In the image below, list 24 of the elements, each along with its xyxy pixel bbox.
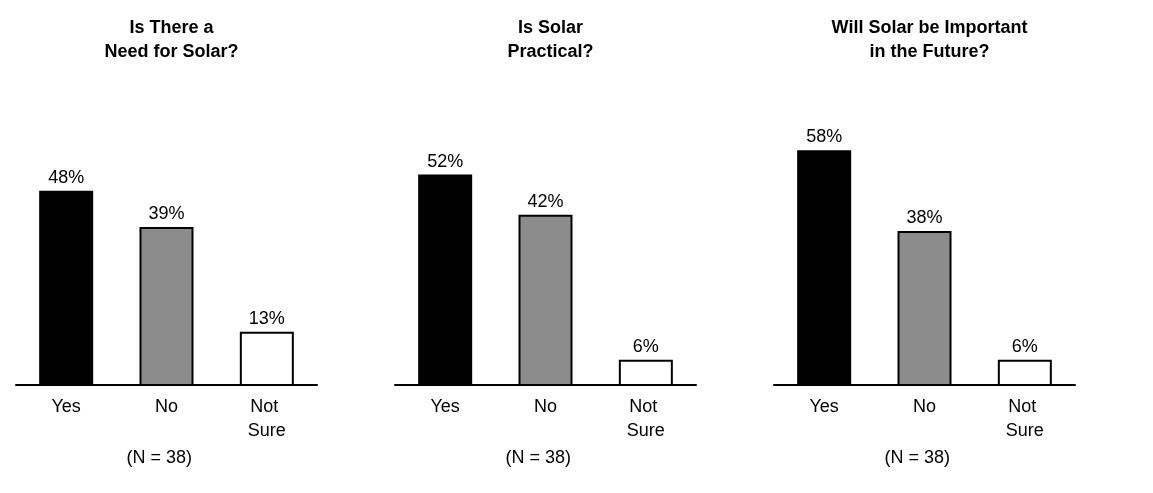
data-label: 6% — [632, 335, 659, 356]
x-tick-label: Yes — [51, 396, 81, 416]
text: (N = 38) — [126, 447, 193, 467]
x-tick-label: No — [533, 396, 558, 416]
x-tick-label: Not Sure — [247, 396, 286, 440]
chart-title: Will Solar be Important in the Future? — [831, 17, 1028, 61]
data-label: 48% — [48, 166, 85, 187]
x-tick-label: No — [154, 396, 179, 416]
text: (N = 38) — [884, 447, 951, 467]
data-label: 38% — [906, 206, 943, 227]
x-tick-label: Yes — [809, 396, 839, 416]
data-label: 13% — [248, 307, 285, 328]
x-tick-label: Not Sure — [1005, 396, 1044, 440]
x-tick-label: No — [912, 396, 937, 416]
data-label: 42% — [527, 190, 564, 211]
data-label: 52% — [427, 150, 464, 171]
data-label: 39% — [148, 202, 185, 223]
chart-title: Is There a Need for Solar? — [104, 17, 239, 61]
x-tick-label: Yes — [430, 396, 460, 416]
text: (N = 38) — [505, 447, 572, 467]
chart-title: Is Solar Practical? — [507, 17, 594, 61]
data-label: 58% — [806, 126, 843, 147]
data-label: 6% — [1011, 335, 1038, 356]
x-tick-label: Not Sure — [626, 396, 665, 440]
